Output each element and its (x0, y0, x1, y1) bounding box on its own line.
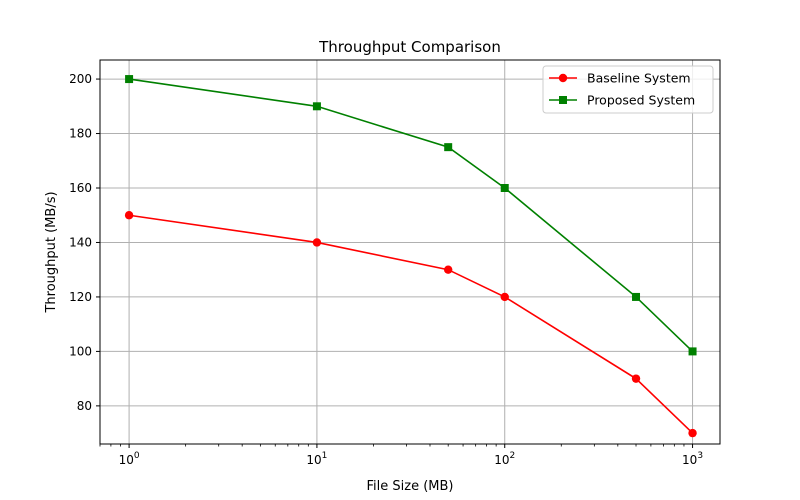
x-axis-ticks: 100 101 102 103 (119, 444, 703, 467)
series-line (128, 214, 694, 434)
y-tick-label: 180 (69, 127, 92, 141)
y-axis-ticks: 80 100 120 140 160 180 200 (69, 72, 100, 413)
y-tick-label: 200 (69, 72, 92, 86)
x-axis-label: File Size (MB) (367, 479, 454, 494)
x-tick-label: 102 (494, 451, 515, 467)
plot-frame (99, 59, 721, 445)
data-point (312, 102, 321, 111)
data-point (500, 292, 509, 302)
y-tick-label: 140 (69, 235, 92, 249)
data-point (443, 265, 453, 274)
data-point (444, 143, 453, 152)
data-point (688, 428, 697, 438)
series-2 (125, 75, 697, 356)
legend: Baseline System Proposed System (542, 65, 714, 114)
data-point (124, 211, 134, 220)
data-point (312, 238, 322, 247)
series (124, 75, 697, 438)
legend-box (542, 65, 714, 114)
y-axis-label: Throughput (MB/s) (44, 191, 59, 313)
chart-title: Throughput Comparison (318, 38, 501, 56)
y-tick-label: 80 (77, 399, 92, 413)
legend-label: Proposed System (587, 93, 695, 108)
x-tick-label: 100 (119, 451, 140, 467)
y-tick-label: 120 (69, 290, 92, 304)
legend-marker (559, 96, 567, 104)
data-point (500, 184, 509, 192)
series-line (128, 78, 694, 352)
data-point (632, 292, 641, 301)
y-tick-label: 160 (69, 181, 92, 195)
legend-marker (558, 73, 568, 83)
legend-label: Baseline System (587, 71, 691, 86)
data-point (631, 374, 641, 383)
data-point (688, 347, 697, 356)
grid (100, 60, 720, 444)
y-tick-label: 100 (69, 344, 92, 358)
data-point (125, 75, 134, 84)
x-tick-label: 103 (682, 451, 703, 467)
series-1 (124, 211, 697, 438)
x-tick-label: 101 (306, 451, 327, 467)
